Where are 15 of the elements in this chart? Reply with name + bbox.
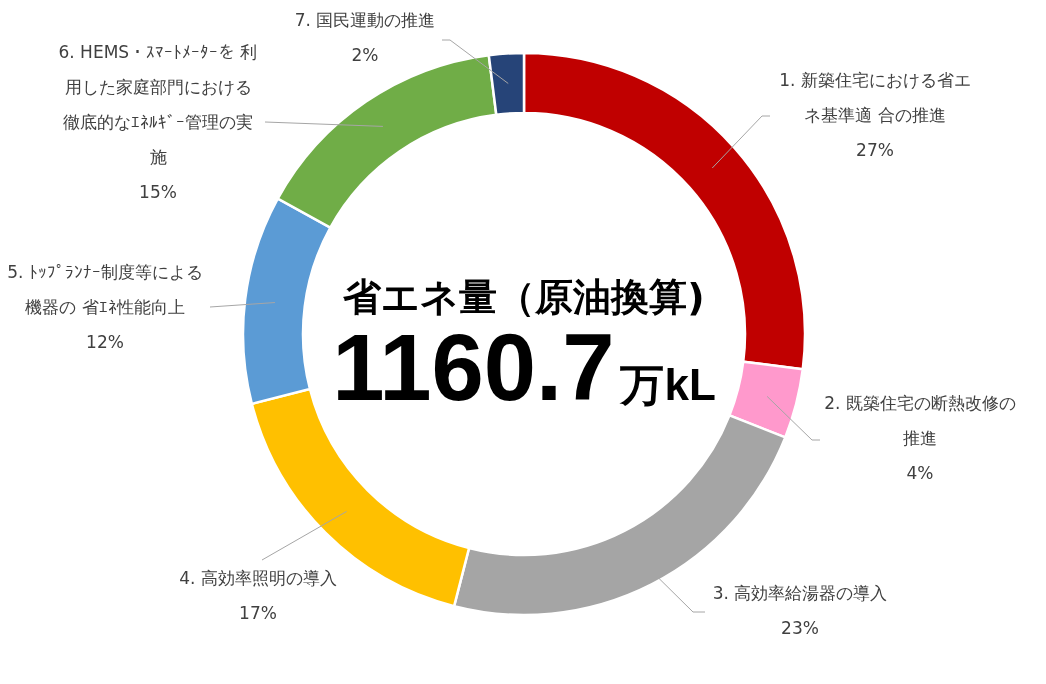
slice-label: 7. 国民運動の推進 (294, 10, 436, 30)
text: 省エネ量（原油換算) (342, 274, 706, 321)
slice-label: 3. 高効率給湯器の導入 (712, 583, 888, 603)
data-label: 15% (139, 182, 177, 202)
data-label: 4% (906, 463, 934, 483)
data-label: 27% (856, 140, 894, 160)
data-label: 23% (781, 618, 819, 638)
slice-label: 5. ﾄｯﾌﾟﾗﾝﾅｰ制度等による機器の 省ｴﾈ性能向上 (7, 262, 203, 317)
slice-label: 6. HEMS・ｽﾏｰﾄﾒｰﾀｰを 利用した家庭部門における徹底的なｴﾈﾙｷﾞｰ管理の実施 (58, 42, 258, 167)
slice-label: 1. 新築住宅における省エネ基準適 合の推進 (779, 70, 971, 125)
slice-label: 4. 高効率照明の導入 (179, 568, 337, 588)
slice-label: 2. 既築住宅の断熱改修の推進 (824, 393, 1016, 448)
data-label: 17% (239, 603, 277, 623)
data-label: 12% (86, 332, 124, 352)
data-label: 2% (351, 45, 379, 65)
